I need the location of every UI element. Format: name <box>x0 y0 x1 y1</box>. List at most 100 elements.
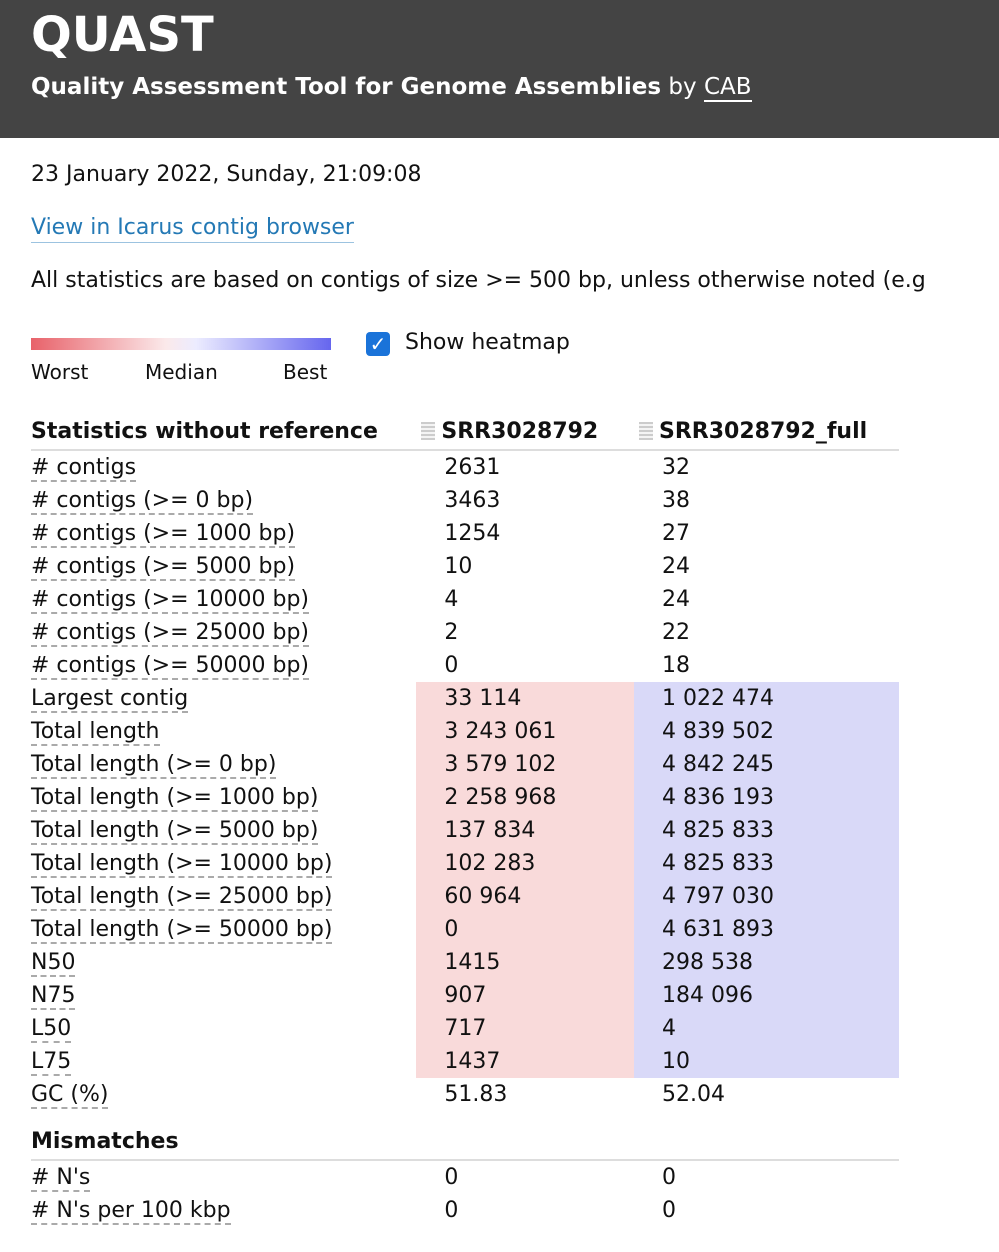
metric-label[interactable]: GC (%) <box>31 1082 109 1109</box>
value-cell: 0 <box>444 1198 459 1223</box>
value-cell: 0 <box>444 653 459 678</box>
value-cell: 4 <box>444 587 459 612</box>
metric-label[interactable]: # contigs <box>31 455 137 482</box>
value-cell: 3 579 102 <box>416 748 634 781</box>
section-title-no-reference: Statistics without reference <box>31 413 417 451</box>
value-cell: 4 839 502 <box>633 715 899 748</box>
app-subtitle: Quality Assessment Tool for Genome Assem… <box>31 72 968 102</box>
value-cell: 60 964 <box>416 880 634 913</box>
value-cell: 0 <box>444 1165 459 1190</box>
table-row: Total length (>= 10000 bp) 102 283 4 825 8… <box>31 847 899 880</box>
metric-label[interactable]: N50 <box>31 950 76 977</box>
table-row: # contigs (>= 1000 bp) 1254 27 <box>31 517 899 550</box>
subtitle-text: Quality Assessment Tool for Genome Assem… <box>31 74 662 100</box>
metric-label[interactable]: # contigs (>= 50000 bp) <box>31 653 310 680</box>
page-header: QUAST Quality Assessment Tool for Genome… <box>0 0 999 138</box>
table-row: Total length (>= 5000 bp) 137 834 4 825 83… <box>31 814 899 847</box>
legend-median-label: Median <box>145 360 218 384</box>
value-cell: 32 <box>661 455 690 480</box>
value-cell: 4 797 030 <box>633 880 899 913</box>
table-row: # contigs (>= 0 bp) 3463 38 <box>31 484 899 517</box>
table-row: N50 1415 298 538 <box>31 946 899 979</box>
value-cell: 4 842 245 <box>633 748 899 781</box>
table-row: Total length 3 243 061 4 839 502 <box>31 715 899 748</box>
value-cell: 102 283 <box>416 847 634 880</box>
value-cell: 24 <box>661 587 690 612</box>
table-row: # N's 0 0 <box>31 1160 899 1194</box>
mismatch-rows: # N's 0 0 # N's per 100 kbp 0 0 <box>31 1160 899 1227</box>
value-cell: 717 <box>416 1012 634 1045</box>
value-cell: 18 <box>661 653 690 678</box>
assembly-column-header[interactable]: SRR3028792 <box>416 413 634 451</box>
table-row: Total length (>= 0 bp) 3 579 102 4 842 245 <box>31 748 899 781</box>
assembly-column-header[interactable]: SRR3028792_full <box>633 413 899 451</box>
value-cell: 38 <box>661 488 690 513</box>
table-row: N75 907 184 096 <box>31 979 899 1012</box>
legend-gradient-bar <box>31 338 331 350</box>
heatmap-label: Show heatmap <box>405 330 570 355</box>
metric-label[interactable]: # contigs (>= 1000 bp) <box>31 521 296 548</box>
value-cell: 52.04 <box>661 1082 725 1107</box>
value-cell: 33 114 <box>416 682 634 715</box>
value-cell: 2 <box>444 620 459 645</box>
table-row: # contigs (>= 10000 bp) 4 24 <box>31 583 899 616</box>
by-text: by <box>668 74 697 100</box>
metric-label[interactable]: N75 <box>31 983 76 1010</box>
heatmap-checkbox[interactable]: ✓ <box>366 332 390 356</box>
value-cell: 1437 <box>416 1045 634 1078</box>
value-cell: 0 <box>661 1165 676 1190</box>
metric-label[interactable]: # contigs (>= 10000 bp) <box>31 587 310 614</box>
metric-label[interactable]: Total length (>= 10000 bp) <box>31 851 333 878</box>
metric-label[interactable]: # N's per 100 kbp <box>31 1198 231 1225</box>
metric-label[interactable]: Total length (>= 5000 bp) <box>31 818 319 845</box>
value-cell: 2 258 968 <box>416 781 634 814</box>
value-cell: 4 631 893 <box>633 913 899 946</box>
value-cell: 1415 <box>416 946 634 979</box>
value-cell: 0 <box>661 1198 676 1223</box>
table-row: # contigs 2631 32 <box>31 450 899 484</box>
value-cell: 298 538 <box>633 946 899 979</box>
cab-link[interactable]: CAB <box>703 74 752 102</box>
value-cell: 184 096 <box>633 979 899 1012</box>
table-row: L75 1437 10 <box>31 1045 899 1078</box>
metric-label[interactable]: Total length (>= 0 bp) <box>31 752 277 779</box>
stats-rows: # contigs 2631 32 # contigs (>= 0 bp) 3463 38… <box>31 450 899 1111</box>
app-title: QUAST <box>31 7 214 63</box>
value-cell: 4 836 193 <box>633 781 899 814</box>
value-cell: 1254 <box>444 521 501 546</box>
value-cell: 1 022 474 <box>633 682 899 715</box>
value-cell: 137 834 <box>416 814 634 847</box>
show-heatmap-toggle[interactable]: ✓ Show heatmap <box>366 330 570 356</box>
drag-handle-icon[interactable] <box>421 421 436 440</box>
table-row: Largest contig 33 114 1 022 474 <box>31 682 899 715</box>
value-cell: 0 <box>416 913 634 946</box>
value-cell: 2631 <box>444 455 501 480</box>
metric-label[interactable]: # contigs (>= 5000 bp) <box>31 554 296 581</box>
value-cell: 10 <box>444 554 473 579</box>
value-cell: 3 243 061 <box>416 715 634 748</box>
table-row: # contigs (>= 50000 bp) 0 18 <box>31 649 899 682</box>
metric-label[interactable]: Total length (>= 50000 bp) <box>31 917 333 944</box>
metric-label[interactable]: Largest contig <box>31 686 189 713</box>
metric-label[interactable]: Total length (>= 25000 bp) <box>31 884 333 911</box>
value-cell: 907 <box>416 979 634 1012</box>
table-row: # N's per 100 kbp 0 0 <box>31 1194 899 1227</box>
metric-label[interactable]: # N's <box>31 1165 91 1192</box>
metric-label[interactable]: L75 <box>31 1049 72 1076</box>
metric-label[interactable]: # contigs (>= 25000 bp) <box>31 620 310 647</box>
metric-label[interactable]: # contigs (>= 0 bp) <box>31 488 254 515</box>
table-row: # contigs (>= 5000 bp) 10 24 <box>31 550 899 583</box>
value-cell: 24 <box>661 554 690 579</box>
value-cell: 51.83 <box>444 1082 508 1107</box>
icarus-browser-link[interactable]: View in Icarus contig browser <box>31 215 354 243</box>
heatmap-legend: Worst Median Best <box>31 338 331 384</box>
table-row: L50 717 4 <box>31 1012 899 1045</box>
report-table: Statistics without reference SRR3028792 … <box>31 413 899 1227</box>
value-cell: 4 <box>633 1012 899 1045</box>
value-cell: 22 <box>661 620 690 645</box>
metric-label[interactable]: Total length <box>31 719 160 746</box>
drag-handle-icon[interactable] <box>638 421 653 440</box>
metric-label[interactable]: L50 <box>31 1016 72 1043</box>
metric-label[interactable]: Total length (>= 1000 bp) <box>31 785 319 812</box>
table-row: GC (%) 51.83 52.04 <box>31 1078 899 1111</box>
